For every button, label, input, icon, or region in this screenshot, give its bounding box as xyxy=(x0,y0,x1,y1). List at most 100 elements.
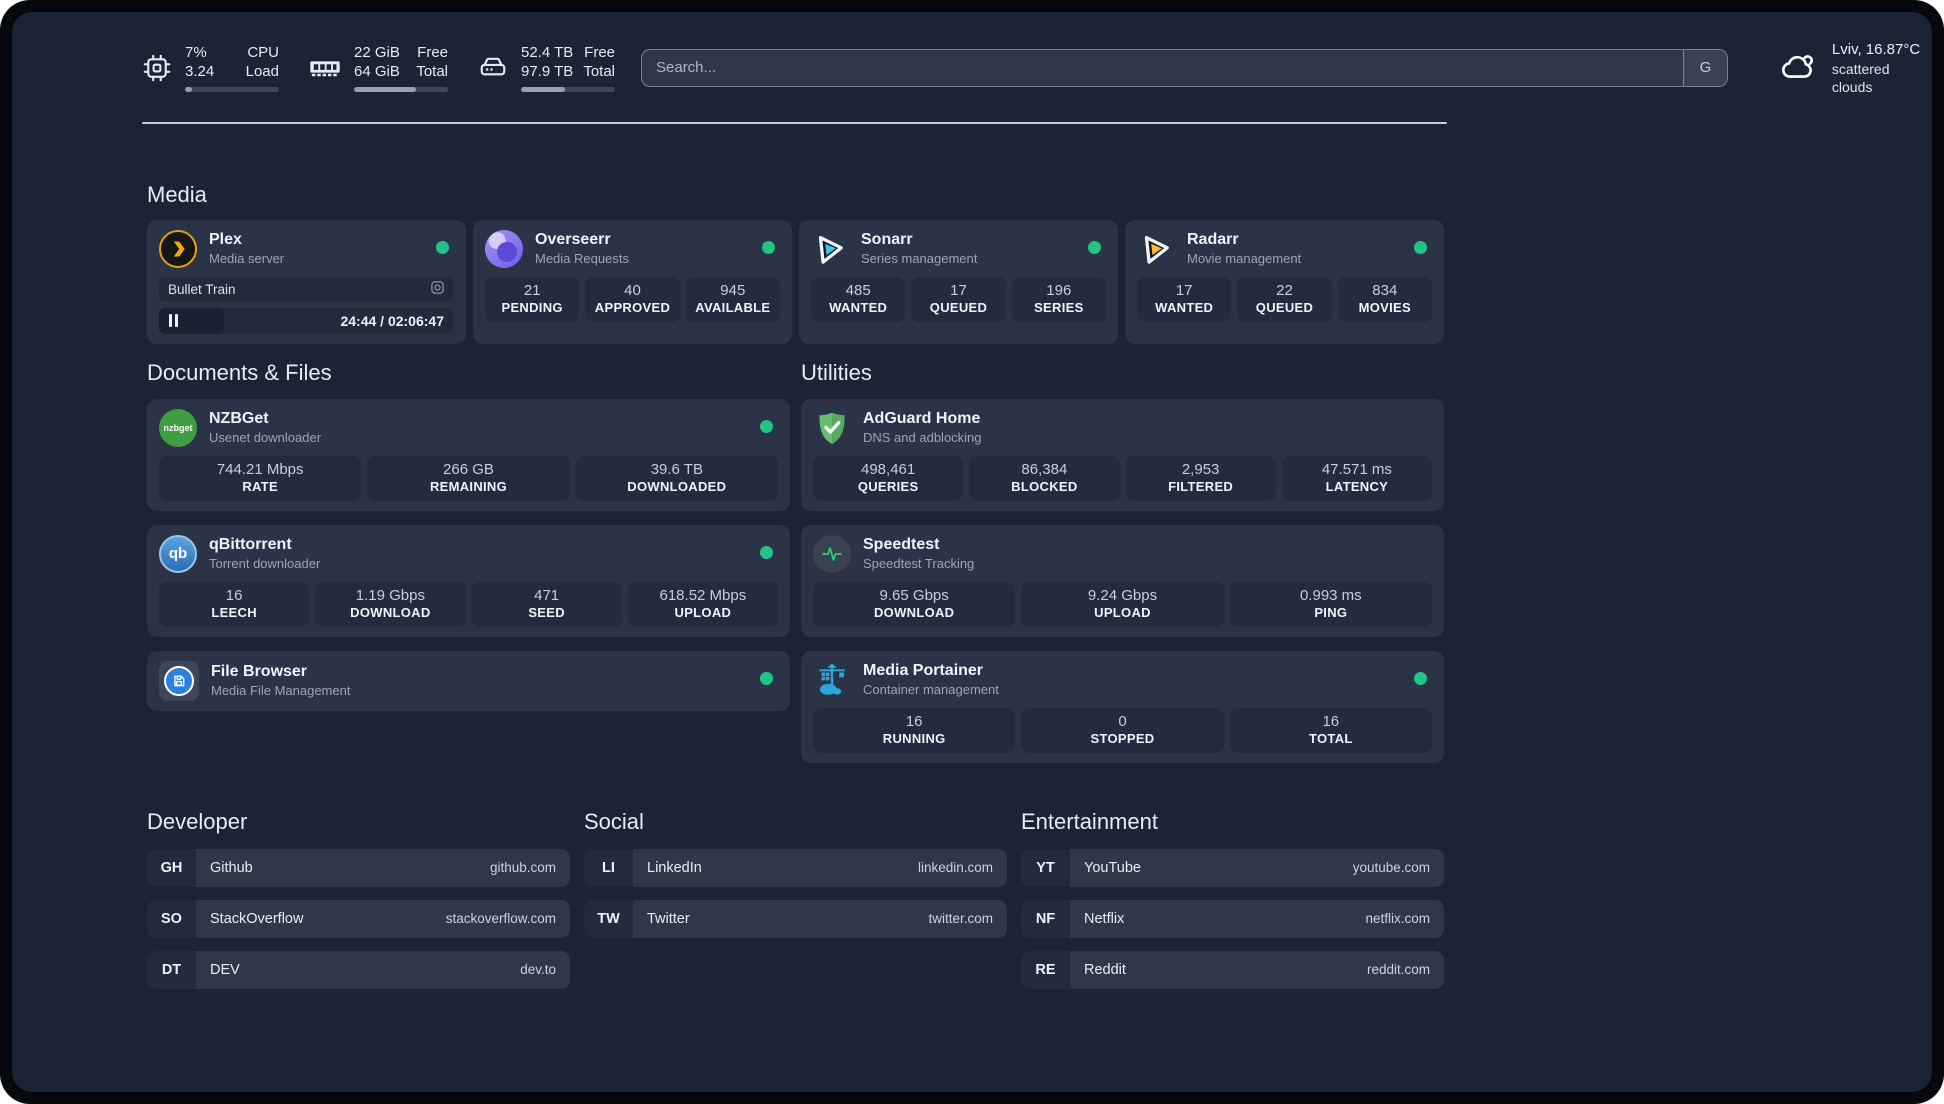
bookmark-abbr: SO xyxy=(147,899,196,938)
radarr-icon xyxy=(1137,230,1175,268)
weather-condition: scattered clouds xyxy=(1831,60,1890,95)
utilities-column: Utilities xyxy=(801,360,1444,763)
stat-approved: 40 APPROVED xyxy=(585,276,680,322)
bookmark-url: twitter.com xyxy=(928,911,993,927)
app-name: Plex xyxy=(209,231,242,249)
bookmark-linkedin[interactable]: LI LinkedIn linkedin.com xyxy=(584,848,1007,887)
cpu-values: 7% 3.24 xyxy=(185,44,215,80)
stat-running: 16 RUNNING xyxy=(813,707,1016,753)
section-title-media: Media xyxy=(147,181,207,207)
bookmark-name: YouTube xyxy=(1084,859,1141,876)
topbar: 7% 3.24 CPU Load 22 GiB 64 GiB xyxy=(142,40,1932,96)
stat-blocked: 86,384 BLOCKED xyxy=(969,455,1120,501)
ram-values: 22 GiB 64 GiB xyxy=(354,44,400,80)
ram-progress-fill xyxy=(354,86,417,92)
ram-labels: Free Total xyxy=(416,44,448,80)
bookmark-abbr: TW xyxy=(584,899,633,938)
stat-leech: 16 LEECH xyxy=(159,581,310,627)
bookmark-twitter[interactable]: TW Twitter twitter.com xyxy=(584,899,1007,938)
bookmark-url: youtube.com xyxy=(1352,860,1430,876)
app-name: Sonarr xyxy=(861,231,913,249)
bookmark-name: Netflix xyxy=(1084,910,1125,927)
app-name: Media Portainer xyxy=(863,662,984,680)
cpu-labels: CPU Load xyxy=(245,44,279,80)
stat-filtered: 2,953 FILTERED xyxy=(1125,455,1276,501)
app-desc: Media File Management xyxy=(211,682,351,698)
section-title-social: Social xyxy=(584,808,644,834)
bookmark-url: dev.to xyxy=(520,962,556,978)
app-card-portainer[interactable]: Media Portainer Container management 16 R… xyxy=(801,650,1444,763)
bookmark-url: netflix.com xyxy=(1365,911,1430,927)
app-name: AdGuard Home xyxy=(863,410,981,428)
bookmark-dev[interactable]: DT DEV dev.to xyxy=(147,950,570,989)
stat-downloaded: 39.6 TB DOWNLOADED xyxy=(575,455,778,501)
app-name: Overseerr xyxy=(535,231,611,249)
bookmark-abbr: NF xyxy=(1021,899,1070,938)
app-card-filebrowser[interactable]: File Browser Media File Management xyxy=(147,650,790,711)
qbittorrent-icon: qb xyxy=(159,534,197,573)
bookmark-name: StackOverflow xyxy=(210,910,304,927)
section-title-entertainment: Entertainment xyxy=(1021,808,1158,834)
stat-upload: 618.52 Mbps UPLOAD xyxy=(627,581,778,627)
pause-icon[interactable] xyxy=(169,314,178,328)
bookmark-url: linkedin.com xyxy=(917,860,993,876)
app-desc: Media server xyxy=(209,250,285,266)
bookmark-reddit[interactable]: RE Reddit reddit.com xyxy=(1021,950,1444,989)
system-widgets: 7% 3.24 CPU Load 22 GiB 64 GiB xyxy=(142,44,615,92)
stat-seed: 471 SEED xyxy=(471,581,622,627)
filebrowser-icon xyxy=(159,660,199,701)
stat-wanted: 17 WANTED xyxy=(1137,276,1232,322)
status-dot xyxy=(760,671,773,685)
bookmark-abbr: LI xyxy=(584,848,633,887)
cpu-chip-icon xyxy=(142,53,172,83)
documents-column: Documents & Files nzbget NZBGet Usenet d… xyxy=(147,360,790,763)
app-name: Speedtest xyxy=(863,536,940,554)
app-card-speedtest[interactable]: Speedtest Speedtest Tracking 9.65 Gbps DO… xyxy=(801,524,1444,637)
app-desc: Media Requests xyxy=(535,250,629,266)
search-input[interactable] xyxy=(642,49,1683,86)
stat-movies: 834 MOVIES xyxy=(1337,276,1432,322)
stat-rate: 744.21 Mbps RATE xyxy=(159,455,362,501)
app-card-nzbget[interactable]: nzbget NZBGet Usenet downloader 744.21 M… xyxy=(147,398,790,511)
app-card-adguard[interactable]: AdGuard Home DNS and adblocking 498,461 Q… xyxy=(801,398,1444,511)
stat-download: 1.19 Gbps DOWNLOAD xyxy=(315,581,466,627)
bookmark-abbr: RE xyxy=(1021,950,1070,989)
bookmark-name: LinkedIn xyxy=(647,859,702,876)
search-engine-button[interactable]: G xyxy=(1682,49,1727,86)
ram-widget: 22 GiB 64 GiB Free Total xyxy=(309,44,448,92)
disk-drive-icon xyxy=(478,53,508,83)
status-dot xyxy=(1414,671,1427,685)
app-card-qbittorrent[interactable]: qb qBittorrent Torrent downloader 16 LEEC… xyxy=(147,524,790,637)
section-title-developer: Developer xyxy=(147,808,248,834)
bookmark-github[interactable]: GH Github github.com xyxy=(147,848,570,887)
app-desc: Usenet downloader xyxy=(209,429,322,445)
app-name: qBittorrent xyxy=(209,536,292,554)
stat-ping: 0.993 ms PING xyxy=(1229,581,1432,627)
plex-icon xyxy=(159,229,197,268)
bookmark-netflix[interactable]: NF Netflix netflix.com xyxy=(1021,899,1444,938)
app-name: File Browser xyxy=(211,663,308,681)
status-dot xyxy=(760,545,773,559)
app-card-sonarr[interactable]: Sonarr Series management 485 WANTED 17 QUE… xyxy=(799,219,1118,344)
stat-wanted: 485 WANTED xyxy=(811,276,906,322)
app-desc: Container management xyxy=(863,681,999,697)
app-card-overseerr[interactable]: Overseerr Media Requests 21 PENDING 40 APP… xyxy=(473,219,792,344)
app-desc: DNS and adblocking xyxy=(863,429,982,445)
stat-download: 9.65 Gbps DOWNLOAD xyxy=(813,581,1016,627)
bookmark-abbr: GH xyxy=(147,848,196,887)
ram-progress-track xyxy=(354,86,448,92)
stat-stopped: 0 STOPPED xyxy=(1021,707,1224,753)
playback-progress-bar: 24:44 / 02:06:47 xyxy=(159,307,454,334)
app-card-radarr[interactable]: Radarr Movie management 17 WANTED 22 QUEUE… xyxy=(1125,219,1444,344)
app-card-plex[interactable]: Plex Media server Bullet Train 24:44 / 0… xyxy=(147,219,466,344)
cpu-progress-fill xyxy=(185,86,192,92)
bookmark-url: github.com xyxy=(489,860,556,876)
bookmarks-developer: Developer GH Github github.com SO StackOv… xyxy=(147,809,570,989)
stat-remaining: 266 GB REMAINING xyxy=(367,455,570,501)
app-name: NZBGet xyxy=(209,410,269,428)
bookmark-stackoverflow[interactable]: SO StackOverflow stackoverflow.com xyxy=(147,899,570,938)
stat-series: 196 SERIES xyxy=(1011,276,1106,322)
disk-labels: Free Total xyxy=(583,44,615,80)
stat-upload: 9.24 Gbps UPLOAD xyxy=(1021,581,1224,627)
bookmark-youtube[interactable]: YT YouTube youtube.com xyxy=(1021,848,1444,887)
